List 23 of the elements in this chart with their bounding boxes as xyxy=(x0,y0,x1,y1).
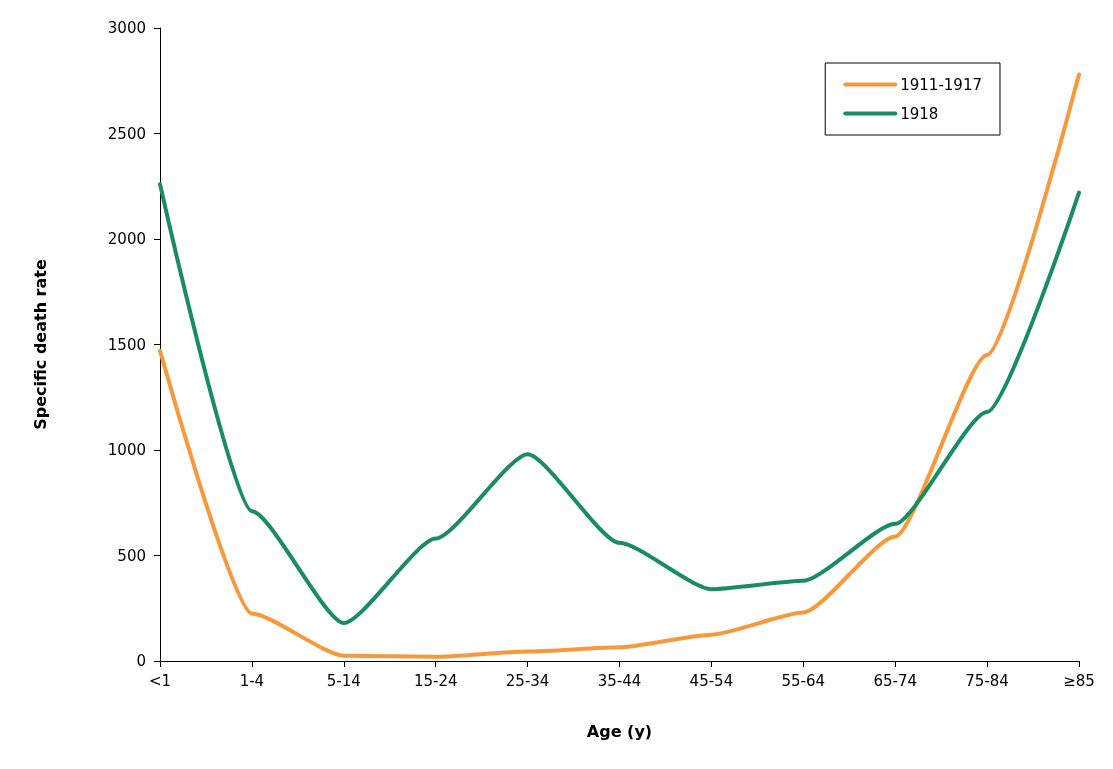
x-tick-label: 65-74 xyxy=(873,671,917,690)
y-tick-label: 2000 xyxy=(107,230,146,248)
y-axis-title: Specific death rate xyxy=(30,259,50,430)
y-tick-label: 1000 xyxy=(107,441,146,459)
x-tick-label: 55-64 xyxy=(781,671,826,690)
y-tick-label: 3000 xyxy=(107,19,146,37)
x-tick-label: 75-84 xyxy=(965,671,1009,690)
x-tick-label: 45-54 xyxy=(689,671,734,690)
y-tick-label: 0 xyxy=(136,652,146,670)
x-tick-label: 5-14 xyxy=(326,671,361,690)
x-tick-label: 25-34 xyxy=(505,671,550,690)
line-series xyxy=(158,182,1081,626)
x-tick-label: 15-24 xyxy=(413,671,458,690)
y-tick-label: 1500 xyxy=(107,335,146,354)
x-axis-title: Age (y) xyxy=(586,721,653,741)
x-tick-label: 35-44 xyxy=(597,671,642,690)
y-tick-label: 2500 xyxy=(107,124,146,143)
y-tick-label: 500 xyxy=(117,546,146,565)
legend-label: 1911-1917 xyxy=(900,75,983,94)
x-tick-label: 1-4 xyxy=(239,671,265,690)
legend-label: 1918 xyxy=(900,104,939,123)
x-tick-label: ≥85 xyxy=(1063,671,1095,690)
x-tick-label: <1 xyxy=(148,671,172,690)
